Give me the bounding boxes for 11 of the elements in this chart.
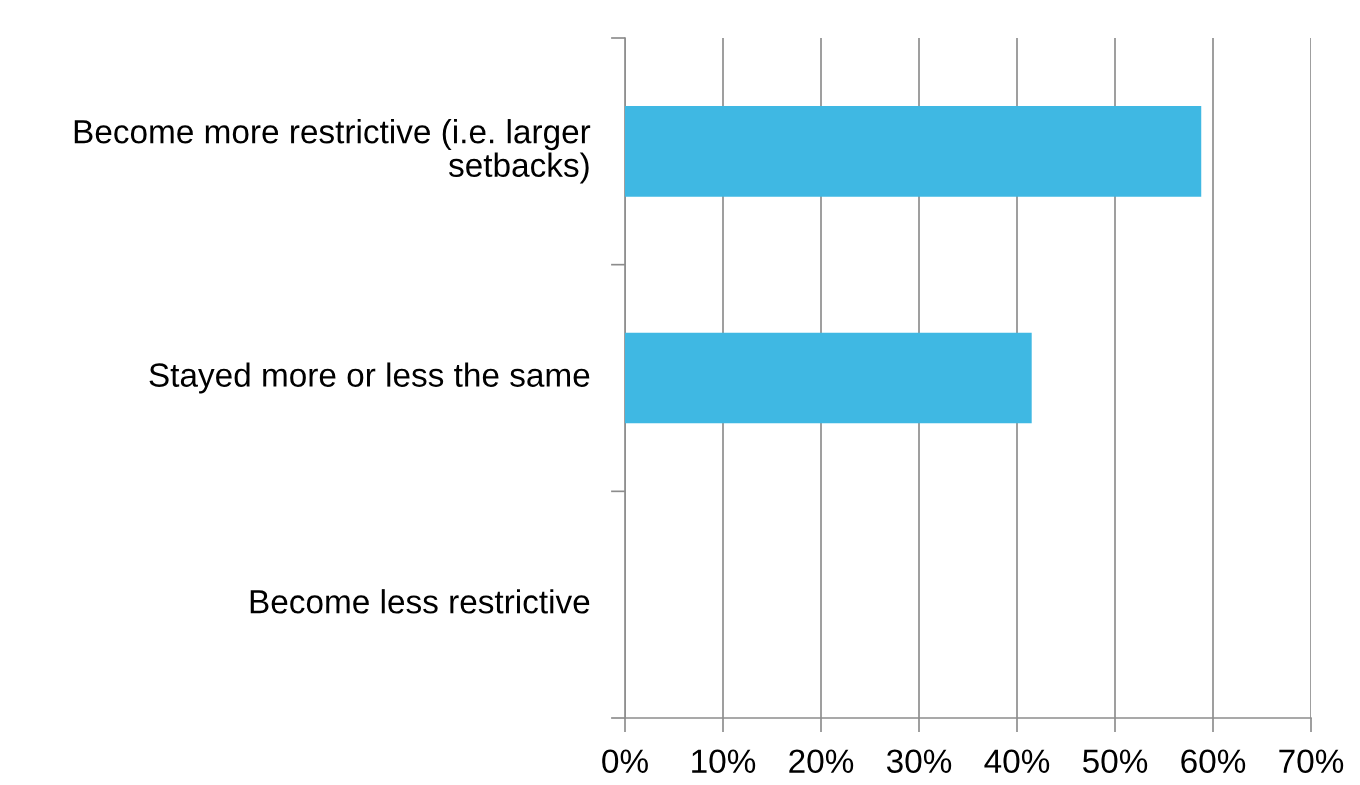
x-tick-label: 70% <box>1279 749 1344 774</box>
y-tick-label: Become less restrictive <box>250 589 590 614</box>
y-tick-label: Stayed more or less the same <box>149 362 590 394</box>
x-tick-label: 50% <box>1082 749 1148 774</box>
x-tick-label: 0% <box>602 749 648 774</box>
x-tick-label: 60% <box>1181 749 1246 774</box>
x-tick-label: 30% <box>886 749 952 774</box>
y-tick-label: Become more restrictive (i.e. larger setbacks) <box>74 119 591 184</box>
x-tick-label: 10% <box>692 749 756 774</box>
x-tick-label: 20% <box>789 749 854 774</box>
x-tick-label: 40% <box>984 749 1050 774</box>
